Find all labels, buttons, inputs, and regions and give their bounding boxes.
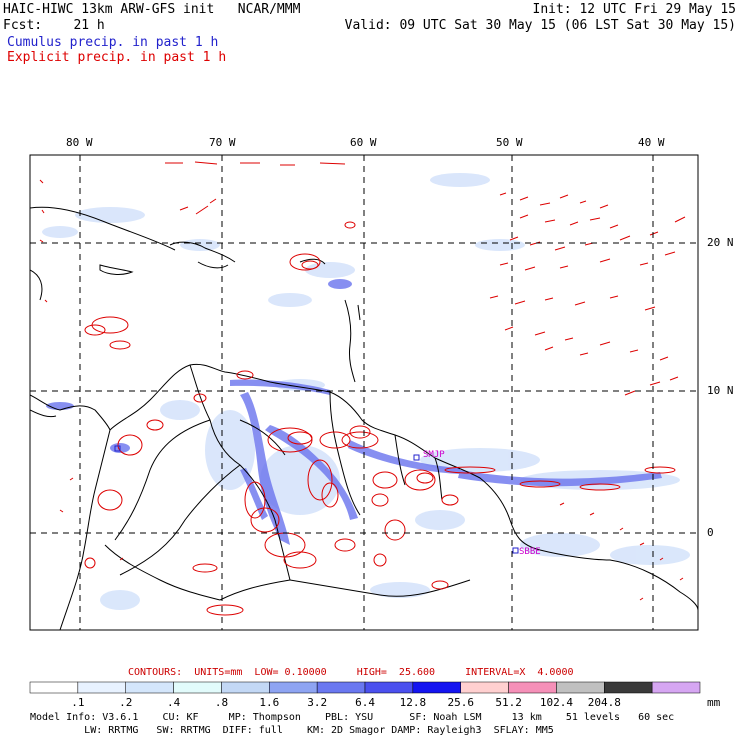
- init-time: Init: 12 UTC Fri 29 May 15: [532, 2, 737, 17]
- colorbar-tick-label: 51.2: [495, 696, 522, 709]
- station-label-sbbe: SBBE: [519, 547, 541, 557]
- legend-cumulus: Cumulus precip. in past 1 h: [7, 35, 219, 50]
- colorbar-tick-label: .1: [71, 696, 85, 709]
- forecast-hour: Fcst: 21 h: [3, 18, 105, 33]
- lon-label-40w: 40 W: [638, 136, 665, 149]
- valid-time: Valid: 09 UTC Sat 30 May 15 (06 LST Sat …: [344, 18, 736, 33]
- colorbar-tick-label: 25.6: [447, 696, 475, 709]
- colorbar-tick-label: .2: [119, 696, 133, 709]
- model-info-line1: Model Info: V3.6.1 CU: KF MP: Thompson P…: [30, 712, 675, 723]
- grid-lines: [30, 155, 698, 630]
- colorbar-tick-label: 1.6: [259, 696, 280, 709]
- lon-label-70w: 70 W: [209, 136, 236, 149]
- lat-label-20n: 20 N: [707, 236, 734, 249]
- chart-title: HAIC-HIWC 13km ARW-GFS init NCAR/MMM: [3, 2, 301, 17]
- colorbar-tick-label: 102.4: [539, 696, 574, 709]
- lat-label-0: 0: [707, 526, 714, 539]
- legend-explicit: Explicit precip. in past 1 h: [7, 50, 227, 65]
- colorbar-tick-label: 12.8: [399, 696, 427, 709]
- contours-info: CONTOURS: UNITS=mm LOW= 0.10000 HIGH= 25…: [128, 667, 574, 678]
- lat-label-10n: 10 N: [707, 384, 734, 397]
- colorbar-tick-label: .4: [166, 696, 181, 709]
- model-info-line2: LW: RRTMG SW: RRTMG DIFF: full KM: 2D Sm…: [30, 725, 554, 736]
- colorbar-tick-label: 204.8: [587, 696, 621, 709]
- colorbar-unit: mm: [707, 696, 721, 709]
- lon-label-60w: 60 W: [350, 136, 377, 149]
- colorbar-tick-label: 6.4: [355, 696, 375, 709]
- station-label-smjp: SMJP: [423, 450, 445, 460]
- colorbar-tick-label: 3.2: [307, 696, 328, 709]
- lon-label-50w: 50 W: [496, 136, 523, 149]
- station-markers: [114, 445, 519, 554]
- lon-label-80w: 80 W: [66, 136, 93, 149]
- colorbar-tick-label: .8: [214, 696, 229, 709]
- explicit-precip-contours: [39, 161, 686, 616]
